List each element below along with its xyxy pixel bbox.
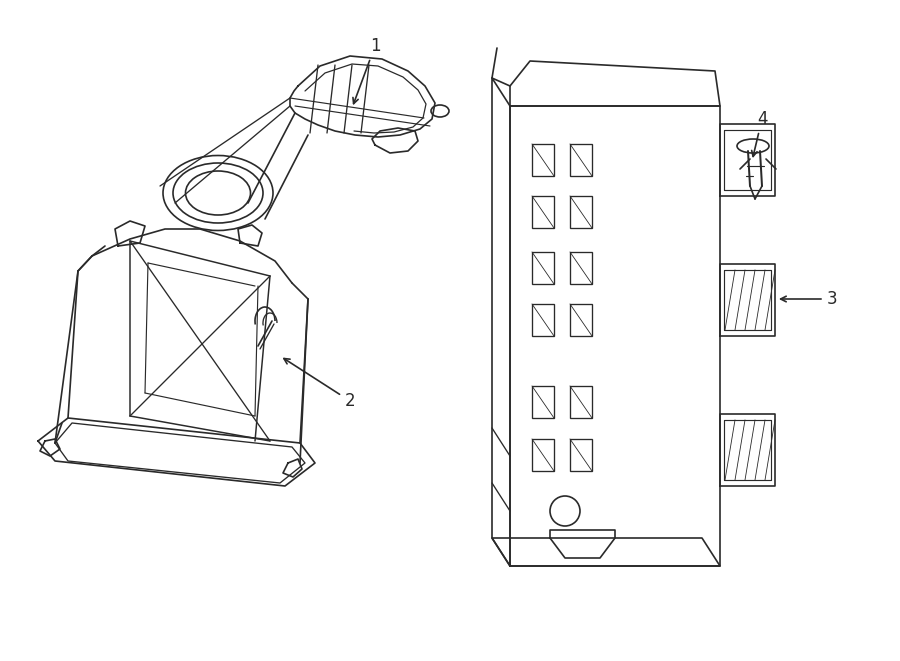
Bar <box>532 144 554 176</box>
Bar <box>532 439 554 471</box>
Bar <box>532 196 554 228</box>
Text: 3: 3 <box>780 290 837 308</box>
Bar <box>532 304 554 336</box>
Bar <box>570 252 592 284</box>
Bar <box>532 386 554 418</box>
Bar <box>570 304 592 336</box>
Text: 2: 2 <box>284 358 356 410</box>
Bar <box>532 252 554 284</box>
Bar <box>570 439 592 471</box>
Bar <box>570 386 592 418</box>
Bar <box>570 144 592 176</box>
Text: 1: 1 <box>353 37 381 104</box>
Bar <box>570 196 592 228</box>
Text: 4: 4 <box>752 110 767 157</box>
